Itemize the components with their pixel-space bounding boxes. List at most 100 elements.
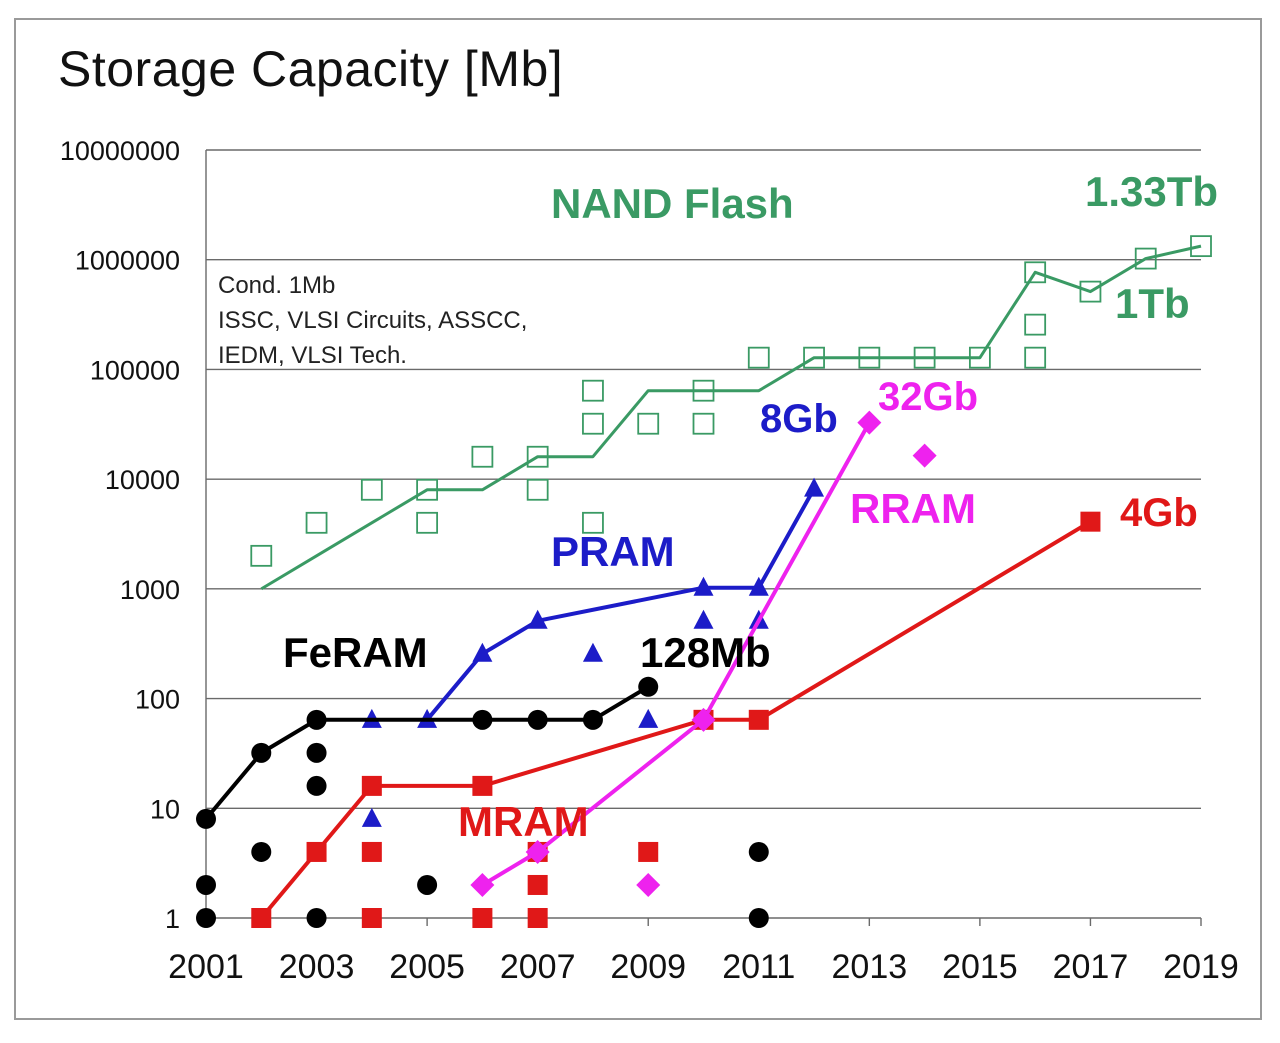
nand-flash-point [1190,235,1212,258]
pram-line [425,487,816,722]
x-tick-label: 2007 [500,948,576,986]
nand-flash-point [1134,247,1157,270]
x-tick-label: 2009 [610,948,686,986]
x-tick-label: 2013 [832,948,908,986]
feram-point [527,709,548,730]
pram-point [693,609,714,629]
rram-point [470,872,495,897]
nand-flash-point [1024,261,1047,284]
nand-flash-point [803,346,825,369]
y-tick-label: 100 [135,685,180,715]
label-rram: RRAM [850,485,976,532]
pram-point [804,477,825,497]
feram-point [306,742,327,763]
x-tick-label: 2005 [389,948,465,986]
feram-point [306,908,327,928]
nand-flash-point [1024,346,1047,369]
y-tick-label: 1 [165,904,180,934]
mram-point [306,841,327,862]
mram-point [361,775,382,796]
label-mram: MRAM [458,798,589,845]
label-1tb: 1Tb [1115,280,1190,327]
nand-flash-point [968,346,991,369]
nand-flash-point [416,511,439,534]
nand-flash-point [526,478,549,501]
feram-point [196,908,216,928]
y-tick-label: 1000 [120,575,180,605]
nand-flash-point [360,478,383,501]
chart-title: Storage Capacity [Mb] [58,41,564,97]
nand-flash-point [747,346,770,369]
note-line: Cond. 1Mb [218,272,336,299]
note-line: ISSC, VLSI Circuits, ASSCC, [218,307,528,334]
feram-point [196,874,216,895]
nand-flash-point [858,346,881,369]
y-tick-label: 1000000 [75,246,180,276]
x-tick-label: 2019 [1163,948,1239,986]
conditions-note: Cond. 1Mb ISSC, VLSI Circuits, ASSCC, IE… [218,268,527,373]
y-tick-label: 10000 [105,465,180,495]
nand-flash-point [692,412,715,435]
mram-point [472,775,493,796]
nand-flash-point [305,511,328,534]
nand-flash-point [582,412,604,435]
rram-point [857,410,882,435]
nand-flash-point [250,544,273,567]
label-8gb: 8Gb [760,397,838,441]
feram-point [306,775,327,796]
x-tick-label: 2003 [279,948,355,986]
note-line: IEDM, VLSI Tech. [218,342,407,369]
mram-point [748,709,769,730]
y-tick-label: 100000 [90,355,180,385]
nand-flash-point [582,511,604,534]
feram-point [251,742,272,763]
feram-point [748,841,769,862]
pram-point [582,642,603,662]
x-tick-label: 2001 [168,948,244,986]
rram-point [525,839,550,864]
label-nand-flash: NAND Flash [551,180,794,227]
pram-point [361,807,382,827]
feram-point [417,874,438,895]
pram-point [748,576,769,596]
feram-point [251,841,272,862]
mram-point [527,874,548,895]
feram-point [638,676,659,697]
feram-point [472,709,493,730]
label-4gb: 4Gb [1120,491,1198,535]
nand-flash-point [637,412,660,435]
rram-line [481,421,872,887]
label-128mb: 128Mb [640,629,771,676]
mram-point [251,908,272,928]
pram-point [527,609,548,629]
nand-flash-point [1079,280,1102,303]
mram-point [361,841,382,862]
mram-point [361,908,382,928]
mram-point [472,908,493,928]
x-tick-label: 2011 [722,948,795,986]
chart-frame [14,18,1262,1020]
x-tick-label: 2015 [942,948,1018,986]
label-1-33tb: 1.33Tb [1085,168,1218,215]
label-feram: FeRAM [283,629,428,676]
mram-point [527,908,548,928]
nand-flash-point [913,346,936,369]
y-tick-label: 10000000 [60,136,180,166]
rram-point [912,443,937,468]
feram-point [196,808,216,829]
mram-point [1080,511,1101,532]
nand-flash-line [260,244,1202,591]
label-pram: PRAM [551,528,675,575]
nand-flash-point [582,379,604,402]
label-32gb: 32Gb [878,375,978,419]
nand-flash-point [416,478,439,501]
feram-point [748,908,769,928]
y-tick-label: 10 [150,794,180,824]
x-tick-label: 2017 [1053,948,1129,986]
rram-point [691,707,716,732]
pram-point [693,576,714,596]
nand-flash-point [692,379,715,402]
nand-flash-point [1024,313,1047,336]
feram-point [306,709,327,730]
